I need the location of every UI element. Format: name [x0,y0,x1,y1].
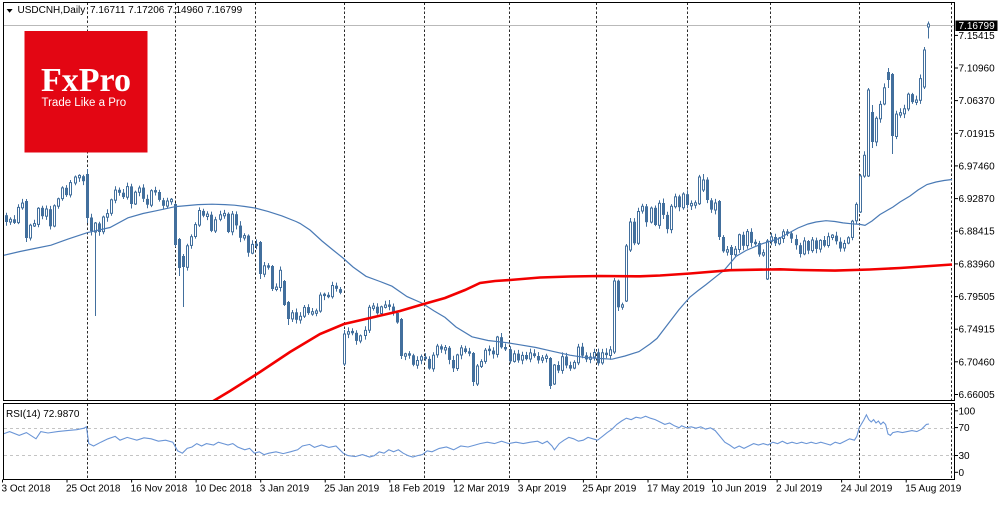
svg-text:6.97460: 6.97460 [959,161,996,172]
svg-text:15 Aug 2019: 15 Aug 2019 [905,484,962,495]
svg-text:24 Jul 2019: 24 Jul 2019 [841,484,893,495]
svg-text:RSI(14) 72.9870: RSI(14) 72.9870 [6,409,80,420]
svg-text:FxPro: FxPro [41,62,131,99]
svg-text:7.15415: 7.15415 [959,31,996,42]
svg-text:6.74915: 6.74915 [959,325,996,336]
svg-text:30: 30 [959,451,971,462]
svg-text:25 Oct 2018: 25 Oct 2018 [66,484,121,495]
svg-text:6.88415: 6.88415 [959,227,996,238]
svg-text:100: 100 [959,406,976,417]
svg-text:70: 70 [959,423,971,434]
svg-text:7.16799: 7.16799 [959,21,996,32]
svg-text:6.92870: 6.92870 [959,194,996,205]
svg-text:6.70460: 6.70460 [959,357,996,368]
svg-text:12 Mar 2019: 12 Mar 2019 [453,484,510,495]
svg-text:6.66005: 6.66005 [959,390,996,401]
svg-text:16 Nov 2018: 16 Nov 2018 [131,484,188,495]
svg-text:10 Dec 2018: 10 Dec 2018 [195,484,252,495]
svg-text:Trade Like a Pro: Trade Like a Pro [42,97,127,109]
svg-text:10 Jun 2019: 10 Jun 2019 [712,484,767,495]
svg-text:18 Feb 2019: 18 Feb 2019 [389,484,446,495]
svg-text:25 Apr 2019: 25 Apr 2019 [582,484,636,495]
svg-text:7.16711 7.17206 7.14960 7.1679: 7.16711 7.17206 7.14960 7.16799 [90,5,243,16]
svg-text:0: 0 [959,468,965,479]
svg-text:7.01915: 7.01915 [959,129,996,140]
svg-text:3 Oct 2018: 3 Oct 2018 [2,484,51,495]
svg-text:7.06370: 7.06370 [959,96,996,107]
svg-text:USDCNH,Daily: USDCNH,Daily [18,5,86,16]
svg-text:6.79505: 6.79505 [959,292,996,303]
svg-text:7.10960: 7.10960 [959,64,996,75]
svg-text:3 Apr 2019: 3 Apr 2019 [518,484,567,495]
svg-text:17 May 2019: 17 May 2019 [647,484,705,495]
svg-text:3 Jan 2019: 3 Jan 2019 [260,484,310,495]
svg-text:25 Jan 2019: 25 Jan 2019 [324,484,379,495]
svg-text:6.83960: 6.83960 [959,259,996,270]
svg-text:2 Jul 2019: 2 Jul 2019 [776,484,823,495]
